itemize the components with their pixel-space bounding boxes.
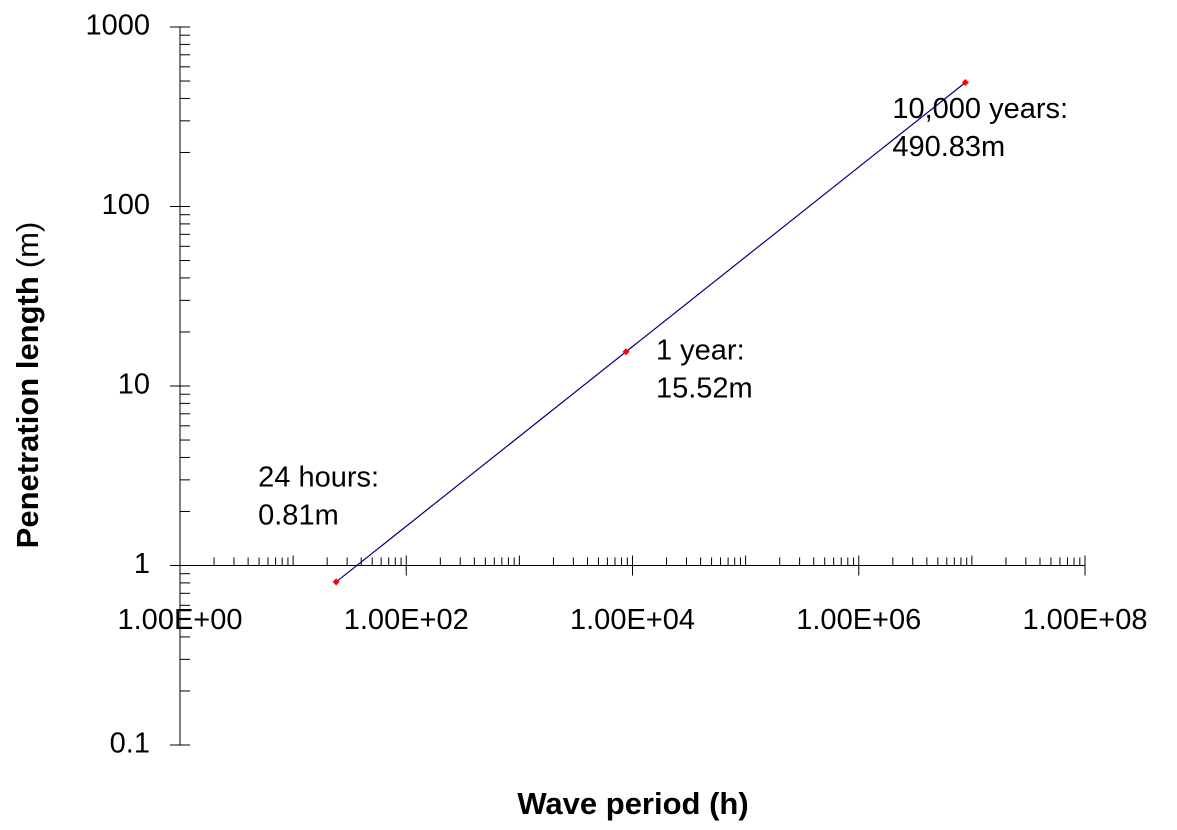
series-line	[335, 82, 966, 583]
annotation: 24 hours:	[258, 462, 379, 494]
x-tick-label: 1.00E+06	[796, 604, 921, 636]
y-tick-label: 0.1	[110, 728, 150, 760]
y-axis-label: Penetration length (m)	[10, 222, 45, 549]
y-tick-label: 1000	[85, 10, 150, 42]
x-tick-label: 1.00E+08	[1023, 604, 1148, 636]
annotation: 490.83m	[892, 131, 1005, 163]
y-axis-label-main: Penetration length	[10, 276, 45, 548]
annotation: 10,000 years:	[892, 93, 1068, 125]
x-tick-label: 1.00E+04	[570, 604, 695, 636]
y-tick-label: 10	[118, 369, 150, 401]
data-point	[332, 578, 340, 586]
x-tick-label: 1.00E+00	[118, 604, 243, 636]
data-point	[622, 348, 630, 356]
annotation: 1 year:	[656, 334, 745, 366]
x-axis-label: Wave period (h)	[517, 786, 748, 821]
annotation: 15.52m	[656, 372, 753, 404]
data-point	[961, 78, 969, 87]
y-tick-label: 1	[134, 548, 150, 580]
y-axis-label-unit: (m)	[10, 222, 45, 268]
y-tick-label: 100	[102, 189, 150, 221]
annotation: 0.81m	[258, 500, 339, 532]
x-tick-label: 1.00E+02	[344, 604, 469, 636]
